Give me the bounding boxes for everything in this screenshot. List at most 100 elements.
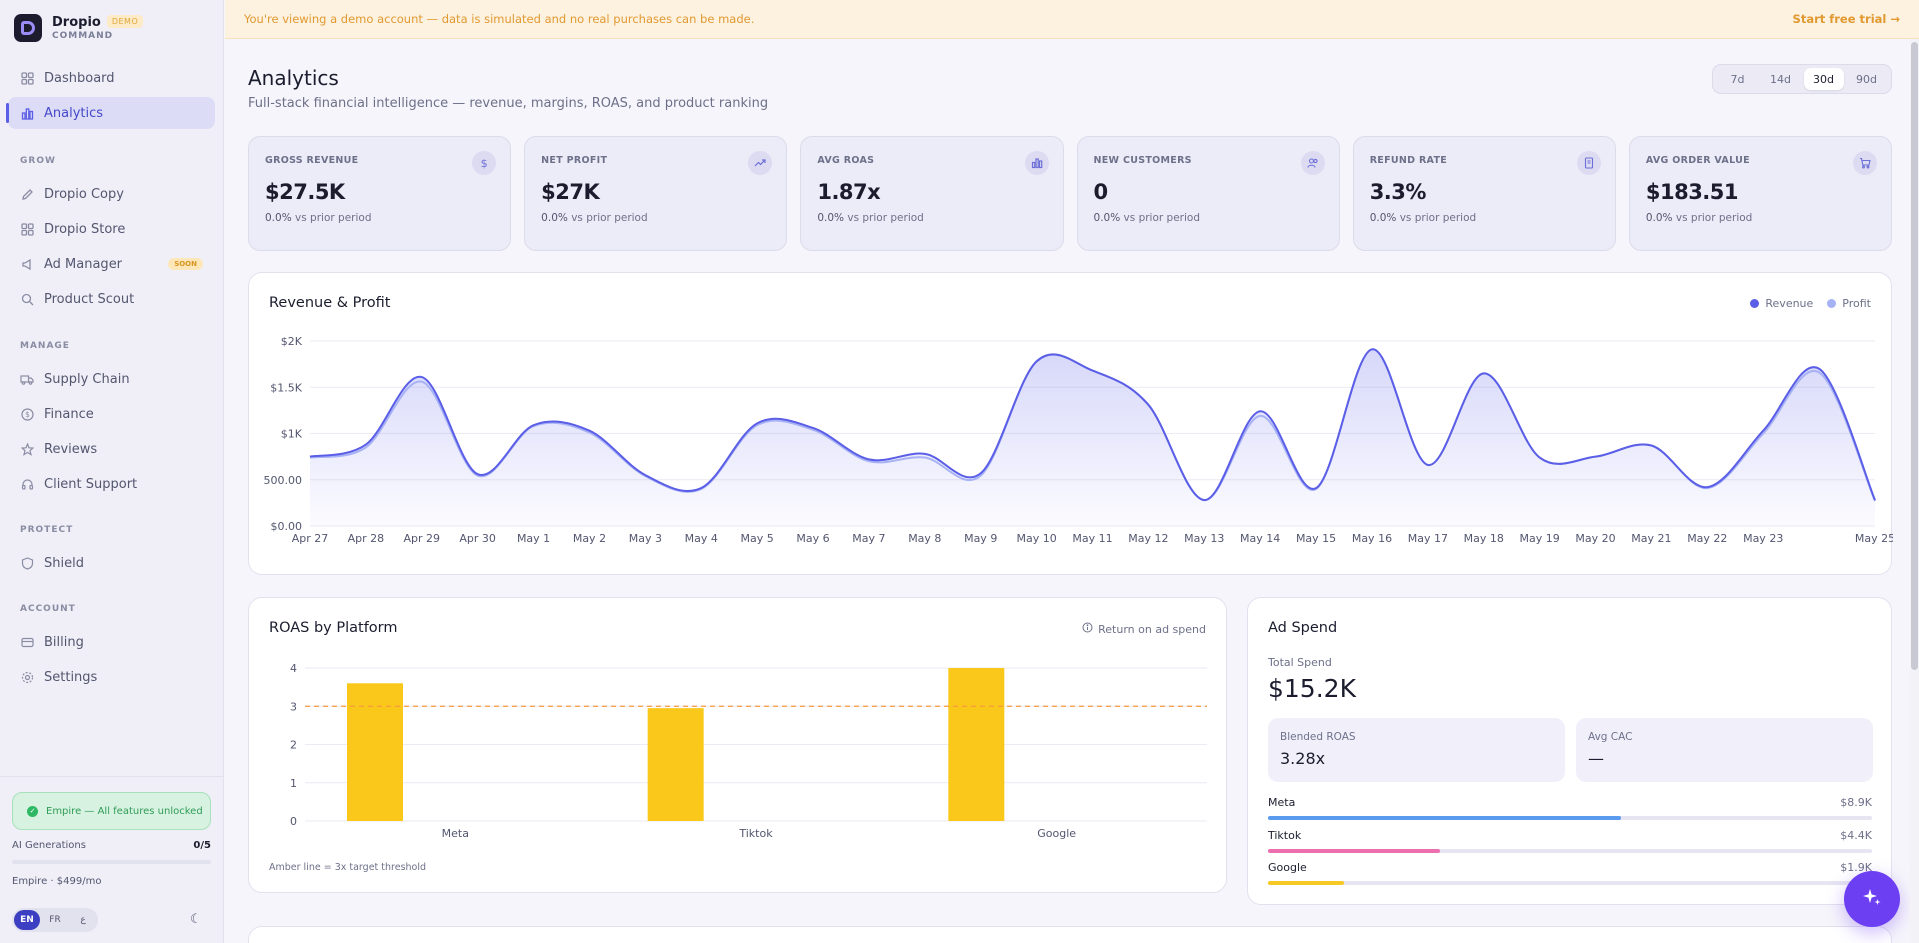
x-tick-label: May 21 <box>1631 532 1671 545</box>
range-7d[interactable]: 7d <box>1730 72 1745 86</box>
roas-note-text: Return on ad spend <box>1098 622 1206 636</box>
start-trial-link[interactable]: Start free trial → <box>1792 12 1900 26</box>
ai-assistant-button[interactable] <box>1844 871 1900 927</box>
sidebar-item-product-scout[interactable]: Product Scout <box>8 283 215 315</box>
sidebar-item-billing[interactable]: Billing <box>8 626 215 658</box>
sidebar-item-reviews[interactable]: Reviews <box>8 433 215 465</box>
cart-icon <box>1853 151 1878 175</box>
x-tick-label: May 6 <box>796 532 829 545</box>
platform-spend-meta: Meta $8.9K <box>1268 796 1872 822</box>
total-spend-label: Total Spend <box>1268 656 1332 669</box>
roas-bar-chart: 0 1 2 3 4 Meta Tiktok Google <box>290 662 1207 840</box>
kpi-value: $27.5K <box>265 180 345 204</box>
kpi-card: GROSS REVENUE $27.5K 0.0% vs prior perio… <box>248 136 512 251</box>
plan-status-text: Empire — All features unlocked <box>46 805 203 817</box>
kpi-delta: 0.0% vs prior period <box>1646 212 1875 224</box>
kpi-delta: 0.0% vs prior period <box>817 212 1046 224</box>
x-tick-label: May 17 <box>1408 532 1448 545</box>
sidebar-item-ad-manager[interactable]: Ad Manager SOON <box>8 248 215 280</box>
x-tick-label: May 11 <box>1072 532 1112 545</box>
section-title-protect: PROTECT <box>20 525 74 535</box>
sidebar-item-label: Shield <box>44 555 84 571</box>
receipt-icon <box>1576 151 1601 175</box>
x-tick-label: Meta <box>442 827 469 840</box>
sidebar-item-label: Settings <box>44 669 98 685</box>
users-icon <box>1300 151 1325 175</box>
plan-status-badge: ✓ Empire — All features unlocked <box>12 792 211 830</box>
legend-item-profit[interactable]: Profit <box>1827 297 1871 310</box>
sidebar-item-dropio-store[interactable]: Dropio Store <box>8 213 215 245</box>
x-tick-label: May 4 <box>685 532 718 545</box>
sidebar-item-shield[interactable]: Shield <box>8 547 215 579</box>
x-tick-label: May 9 <box>964 532 997 545</box>
y-tick-label: 3 <box>290 700 297 713</box>
x-tick-label: May 22 <box>1687 532 1727 545</box>
info-icon[interactable] <box>1082 622 1093 636</box>
scrollbar-thumb[interactable] <box>1911 42 1918 670</box>
bar <box>647 708 704 821</box>
x-tick-label: May 14 <box>1240 532 1280 545</box>
sidebar-item-settings[interactable]: Settings <box>8 661 215 693</box>
lang-ar[interactable]: ع <box>80 915 86 925</box>
grid-icon <box>20 222 34 236</box>
platform-amount: $4.4K <box>1840 829 1872 842</box>
kpi-card: NET PROFIT $27K 0.0% vs prior period <box>524 136 788 251</box>
x-tick-label: Apr 30 <box>459 532 496 545</box>
platform-amount: $8.9K <box>1840 796 1872 809</box>
x-tick-label: Apr 27 <box>292 532 329 545</box>
search-icon <box>20 292 34 306</box>
range-14d[interactable]: 14d <box>1770 72 1791 86</box>
x-tick-label: May 2 <box>573 532 606 545</box>
revenue-profit-card: Revenue & Profit Revenue Profit $0.00 500… <box>248 272 1894 575</box>
legend-item-revenue[interactable]: Revenue <box>1750 297 1813 310</box>
x-tick-label: Tiktok <box>738 827 773 840</box>
nav-top: Dashboard Analytics <box>6 62 215 132</box>
nav-grow: GROW Dropio Copy Dropio Store Ad Manager… <box>8 156 215 318</box>
ad-spend-card: Ad Spend Total Spend $15.2K Blended ROAS… <box>1247 597 1892 905</box>
kpi-card: AVG ROAS 1.87x 0.0% vs prior period <box>800 136 1064 251</box>
x-tick-label: May 3 <box>629 532 662 545</box>
legend-label: Profit <box>1842 297 1871 310</box>
x-tick-label: May 16 <box>1352 532 1392 545</box>
sidebar-item-label: Product Scout <box>44 291 135 307</box>
truck-icon <box>20 372 34 386</box>
kpi-label: GROSS REVENUE <box>265 155 359 166</box>
kpi-value: $183.51 <box>1645 180 1739 204</box>
sidebar-item-analytics[interactable]: Analytics <box>6 97 215 129</box>
bar-chart-icon <box>20 106 34 120</box>
kpi-label: NET PROFIT <box>541 155 608 166</box>
range-90d[interactable]: 90d <box>1856 72 1877 86</box>
x-tick-label: May 18 <box>1464 532 1504 545</box>
sidebar-item-finance[interactable]: $ Finance <box>8 398 215 430</box>
x-tick-label: May 8 <box>908 532 941 545</box>
kpi-delta: 0.0% vs prior period <box>1370 212 1599 224</box>
kpi-delta-value: 0.0% <box>1369 212 1397 224</box>
nav-protect: PROTECT Shield <box>8 525 215 582</box>
y-tick-label: 500.00 <box>264 474 303 487</box>
moon-icon[interactable]: ☾ <box>190 912 202 927</box>
lang-en[interactable]: EN <box>14 910 40 930</box>
platform-name: Tiktok <box>1268 829 1302 842</box>
demo-banner-text: You're viewing a demo account — data is … <box>244 12 755 26</box>
sidebar-item-label: Reviews <box>44 441 98 457</box>
sidebar-item-client-support[interactable]: Client Support <box>8 468 215 500</box>
range-30d[interactable]: 30d <box>1803 68 1844 90</box>
sidebar-item-dropio-copy[interactable]: Dropio Copy <box>8 178 215 210</box>
kpi-value: $27K <box>541 180 600 204</box>
kpi-delta-value: 0.0% <box>1645 212 1673 224</box>
lang-fr[interactable]: FR <box>49 915 61 925</box>
bar <box>347 683 403 821</box>
next-section-card <box>248 926 1892 943</box>
pen-icon <box>20 187 34 201</box>
demo-badge: DEMO <box>106 15 144 28</box>
sidebar-item-label: Dropio Store <box>44 221 126 237</box>
platform-spend-bar <box>1268 816 1622 820</box>
sidebar-item-dashboard[interactable]: Dashboard <box>8 62 215 94</box>
y-tick-label: $1.5K <box>270 381 302 394</box>
kpi-delta-value: 0.0% <box>265 212 292 224</box>
kpi-label: AVG ROAS <box>817 155 875 166</box>
brand[interactable]: Dropio DEMO COMMAND <box>14 14 144 42</box>
revenue-profit-chart: $0.00 500.00 $1K $1.5K $2K Apr 27 Apr 28 Apr 29… <box>264 335 1894 545</box>
headset-icon <box>20 477 34 491</box>
sidebar-item-supply-chain[interactable]: Supply Chain <box>8 363 215 395</box>
